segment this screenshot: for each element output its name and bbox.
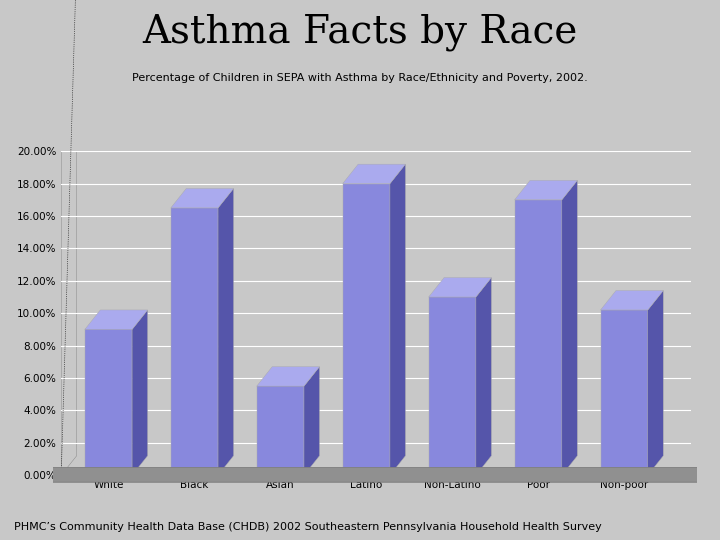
Polygon shape — [85, 310, 148, 329]
Polygon shape — [476, 278, 491, 475]
Polygon shape — [343, 184, 390, 475]
Polygon shape — [257, 386, 304, 475]
Polygon shape — [171, 208, 218, 475]
Polygon shape — [390, 164, 405, 475]
Polygon shape — [61, 132, 76, 475]
Polygon shape — [600, 310, 648, 475]
Text: Percentage of Children in SEPA with Asthma by Race/Ethnicity and Poverty, 2002.: Percentage of Children in SEPA with Asth… — [132, 73, 588, 83]
Polygon shape — [218, 188, 233, 475]
Polygon shape — [600, 291, 663, 310]
Polygon shape — [562, 180, 577, 475]
Polygon shape — [515, 200, 562, 475]
Polygon shape — [257, 367, 320, 386]
Text: Asthma Facts by Race: Asthma Facts by Race — [143, 14, 577, 51]
Polygon shape — [43, 467, 710, 482]
Polygon shape — [171, 188, 233, 208]
Polygon shape — [648, 291, 663, 475]
Polygon shape — [304, 367, 320, 475]
Polygon shape — [428, 278, 491, 297]
Polygon shape — [343, 164, 405, 184]
Polygon shape — [428, 297, 476, 475]
Polygon shape — [85, 329, 132, 475]
Polygon shape — [515, 180, 577, 200]
Text: PHMC’s Community Health Data Base (CHDB) 2002 Southeastern Pennsylvania Househol: PHMC’s Community Health Data Base (CHDB)… — [14, 522, 602, 531]
Polygon shape — [132, 310, 148, 475]
